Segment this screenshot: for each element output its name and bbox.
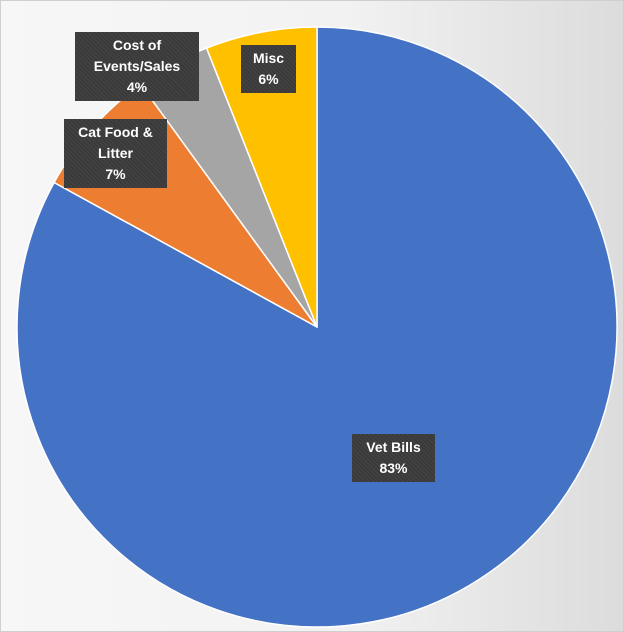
- label-misc-pct: 6%: [258, 71, 279, 87]
- pie-slice-misc: [205, 26, 318, 328]
- label-vet-bills-pct: 83%: [379, 460, 408, 476]
- label-events-sales: Cost of Events/Sales 4%: [75, 32, 199, 101]
- label-vet-bills-name: Vet Bills: [366, 439, 421, 455]
- label-vet-bills: Vet Bills 83%: [352, 434, 435, 482]
- label-events-sales-pct: 4%: [126, 79, 148, 95]
- label-misc: Misc 6%: [241, 45, 296, 93]
- label-cat-food-name: Cat Food & Litter: [78, 124, 153, 161]
- label-misc-name: Misc: [252, 50, 285, 66]
- label-events-sales-name: Cost of Events/Sales: [93, 37, 181, 74]
- label-cat-food-pct: 7%: [105, 166, 126, 182]
- label-cat-food: Cat Food & Litter 7%: [64, 119, 167, 188]
